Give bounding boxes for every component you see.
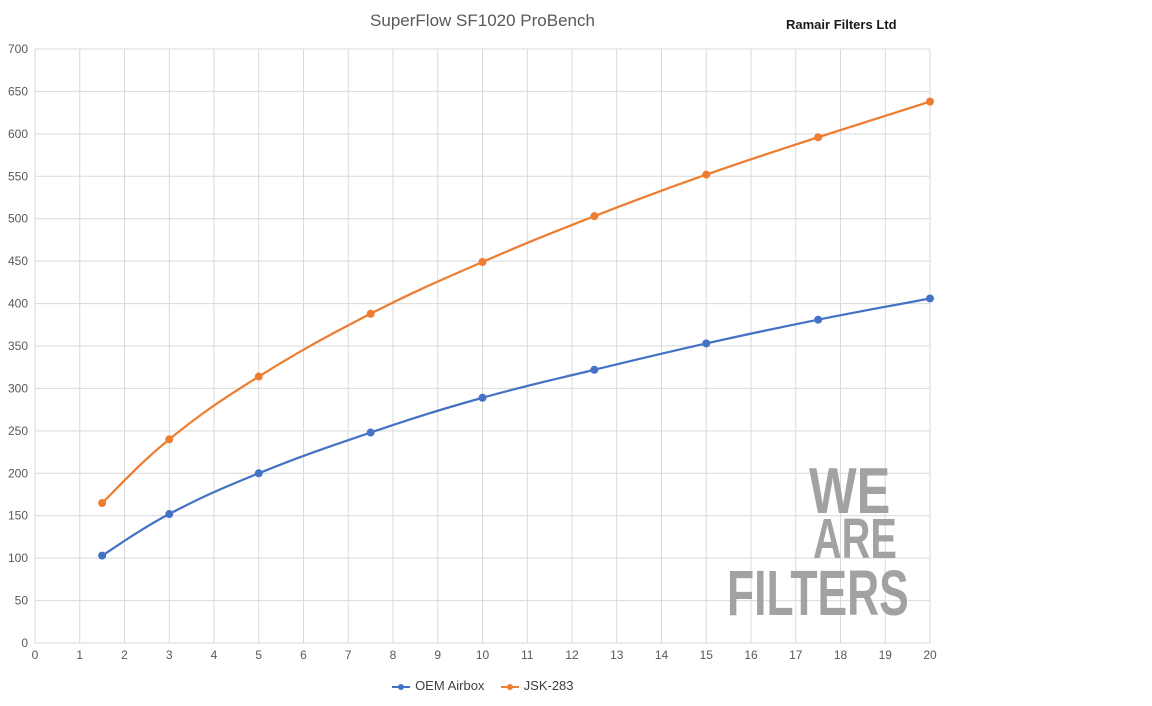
svg-text:11: 11 — [521, 648, 534, 662]
svg-text:50: 50 — [15, 594, 29, 608]
svg-text:14: 14 — [655, 648, 669, 662]
svg-text:0: 0 — [32, 648, 39, 662]
svg-text:500: 500 — [8, 212, 28, 226]
svg-text:7: 7 — [345, 648, 352, 662]
svg-text:17: 17 — [789, 648, 803, 662]
svg-text:200: 200 — [8, 466, 28, 480]
svg-text:8: 8 — [390, 648, 397, 662]
svg-text:350: 350 — [8, 339, 28, 353]
svg-text:450: 450 — [8, 254, 28, 268]
svg-text:10: 10 — [476, 648, 490, 662]
svg-text:15: 15 — [700, 648, 714, 662]
svg-text:400: 400 — [8, 297, 28, 311]
svg-text:6: 6 — [300, 648, 307, 662]
svg-text:16: 16 — [744, 648, 758, 662]
svg-text:0: 0 — [21, 636, 28, 650]
svg-text:150: 150 — [8, 509, 28, 523]
svg-text:13: 13 — [610, 648, 624, 662]
svg-text:100: 100 — [8, 551, 28, 565]
svg-text:250: 250 — [8, 424, 28, 438]
svg-text:19: 19 — [879, 648, 893, 662]
svg-text:300: 300 — [8, 381, 28, 395]
svg-text:600: 600 — [8, 127, 28, 141]
svg-text:1: 1 — [76, 648, 83, 662]
svg-text:700: 700 — [8, 42, 28, 56]
svg-text:2: 2 — [121, 648, 128, 662]
svg-text:3: 3 — [166, 648, 173, 662]
svg-text:5: 5 — [255, 648, 262, 662]
svg-text:4: 4 — [211, 648, 218, 662]
svg-text:9: 9 — [434, 648, 441, 662]
svg-text:20: 20 — [923, 648, 937, 662]
svg-text:18: 18 — [834, 648, 848, 662]
svg-text:650: 650 — [8, 84, 28, 98]
svg-text:12: 12 — [565, 648, 579, 662]
svg-text:550: 550 — [8, 169, 28, 183]
